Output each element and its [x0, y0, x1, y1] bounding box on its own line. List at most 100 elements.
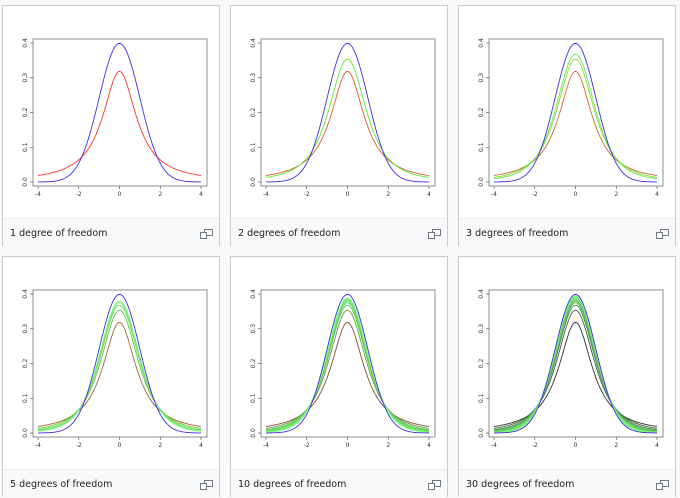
gallery-item[interactable]: -4 -2 0 2 4 0.0 0.1 0.2 0.3 0.4 5 degrees of free…: [2, 256, 220, 498]
y-tick-label: 0.3: [250, 324, 257, 334]
x-tick-label: -2: [76, 191, 82, 198]
y-tick-label: 0.4: [250, 289, 257, 299]
y-tick-label: 0.2: [478, 108, 485, 118]
x-tick-label: -2: [532, 191, 538, 198]
t-density-curve: [493, 309, 658, 429]
t-density-curve: [265, 297, 430, 433]
magnify-clip-icon[interactable]: [428, 229, 441, 239]
x-tick-label: 0: [118, 442, 122, 449]
y-tick-label: 0.1: [250, 393, 257, 403]
t-density-curve: [493, 58, 658, 178]
x-tick-label: 0: [574, 191, 578, 198]
x-tick-label: 4: [427, 442, 431, 449]
gallery-caption: 5 degrees of freedom: [3, 469, 219, 498]
y-tick-label: 0.3: [478, 73, 485, 83]
t-distribution-chart: -4 -2 0 2 4 0.0 0.1 0.2 0.3 0.4: [22, 289, 208, 449]
x-tick-label: 2: [614, 442, 618, 449]
caption-text: 2 degrees of freedom: [238, 228, 341, 239]
y-tick-label: 0.4: [22, 289, 29, 299]
magnify-clip-icon[interactable]: [200, 229, 213, 239]
y-tick-label: 0.0: [478, 177, 485, 187]
gallery-caption: 10 degrees of freedom: [231, 469, 447, 498]
gallery-item[interactable]: -4 -2 0 2 4 0.0 0.1 0.2 0.3 0.4 1 degree of freed…: [2, 5, 220, 247]
y-tick-label: 0.0: [22, 428, 29, 438]
gallery-thumbnail[interactable]: -4 -2 0 2 4 0.0 0.1 0.2 0.3 0.4: [3, 257, 219, 469]
normal-density-curve: [37, 293, 202, 434]
gallery-thumbnail[interactable]: -4 -2 0 2 4 0.0 0.1 0.2 0.3 0.4: [459, 257, 675, 469]
gallery-item[interactable]: -4 -2 0 2 4 0.0 0.1 0.2 0.3 0.4 3 degrees of free…: [458, 5, 676, 247]
magnify-clip-icon[interactable]: [656, 229, 669, 239]
y-tick-label: 0.1: [478, 393, 485, 403]
x-tick-label: 4: [199, 191, 203, 198]
t-density-curve: [493, 321, 658, 427]
t-density-curve: [493, 70, 658, 176]
y-tick-label: 0.3: [478, 324, 485, 334]
t-distribution-chart: -4 -2 0 2 4 0.0 0.1 0.2 0.3 0.4: [22, 38, 208, 198]
caption-text: 3 degrees of freedom: [466, 228, 569, 239]
y-tick-label: 0.1: [478, 142, 485, 152]
t-density-curve: [493, 295, 658, 434]
x-tick-label: 0: [346, 191, 350, 198]
t-density-curve: [493, 297, 658, 433]
x-tick-label: 4: [199, 442, 203, 449]
x-tick-label: -2: [304, 442, 310, 449]
normal-density-curve: [37, 42, 202, 183]
t-density-curve: [265, 321, 430, 427]
y-tick-label: 0.2: [478, 359, 485, 369]
gallery-thumbnail[interactable]: -4 -2 0 2 4 0.0 0.1 0.2 0.3 0.4: [231, 6, 447, 218]
x-tick-label: -2: [76, 442, 82, 449]
x-tick-label: 2: [158, 191, 162, 198]
magnify-clip-icon[interactable]: [428, 480, 441, 490]
t-density-curve: [265, 58, 430, 178]
x-tick-label: 0: [346, 442, 350, 449]
x-tick-label: 2: [386, 191, 390, 198]
magnify-clip-icon[interactable]: [656, 480, 669, 490]
y-tick-label: 0.4: [250, 38, 257, 48]
normal-density-curve: [265, 42, 430, 183]
gallery-item[interactable]: -4 -2 0 2 4 0.0 0.1 0.2 0.3 0.4 2 degrees of free…: [230, 5, 448, 247]
t-density-curve: [37, 300, 202, 432]
gallery-thumbnail[interactable]: -4 -2 0 2 4 0.0 0.1 0.2 0.3 0.4: [459, 6, 675, 218]
gallery-item[interactable]: -4 -2 0 2 4 0.0 0.1 0.2 0.3 0.4 10 degrees of fre…: [230, 256, 448, 498]
t-density-curve: [265, 298, 430, 433]
y-tick-label: 0.4: [478, 289, 485, 299]
plot-frame: [32, 38, 208, 187]
y-tick-label: 0.2: [250, 108, 257, 118]
y-tick-label: 0.1: [22, 142, 29, 152]
t-density-curve: [493, 53, 658, 180]
x-tick-label: 2: [158, 442, 162, 449]
plot-frame: [488, 289, 664, 438]
t-density-curve: [37, 321, 202, 427]
x-tick-label: 2: [614, 191, 618, 198]
gallery-thumbnail[interactable]: -4 -2 0 2 4 0.0 0.1 0.2 0.3 0.4: [231, 257, 447, 469]
t-density-curve: [265, 299, 430, 433]
x-tick-label: -2: [532, 442, 538, 449]
x-tick-label: -4: [491, 442, 497, 449]
x-tick-label: 0: [574, 442, 578, 449]
y-tick-label: 0.2: [22, 108, 29, 118]
t-density-curve: [493, 295, 658, 434]
gallery-item[interactable]: -4 -2 0 2 4 0.0 0.1 0.2 0.3 0.4 30 degrees of fre…: [458, 256, 676, 498]
x-tick-label: 2: [386, 442, 390, 449]
y-tick-label: 0.3: [22, 324, 29, 334]
t-density-curve: [493, 296, 658, 434]
y-tick-label: 0.2: [22, 359, 29, 369]
x-tick-label: 0: [118, 191, 122, 198]
t-density-curve: [37, 304, 202, 431]
t-density-curve: [265, 70, 430, 176]
plot-frame: [32, 289, 208, 438]
t-density-curve: [493, 299, 658, 433]
y-tick-label: 0.4: [22, 38, 29, 48]
x-tick-label: 4: [655, 442, 659, 449]
t-density-curve: [493, 298, 658, 433]
x-tick-label: 4: [655, 191, 659, 198]
gallery-caption: 1 degree of freedom: [3, 218, 219, 247]
gallery-thumbnail[interactable]: -4 -2 0 2 4 0.0 0.1 0.2 0.3 0.4: [3, 6, 219, 218]
t-distribution-chart: -4 -2 0 2 4 0.0 0.1 0.2 0.3 0.4: [250, 38, 436, 198]
y-tick-label: 0.0: [250, 428, 257, 438]
x-tick-label: 4: [427, 191, 431, 198]
t-density-curve: [493, 300, 658, 432]
t-density-curve: [265, 300, 430, 432]
magnify-clip-icon[interactable]: [200, 480, 213, 490]
